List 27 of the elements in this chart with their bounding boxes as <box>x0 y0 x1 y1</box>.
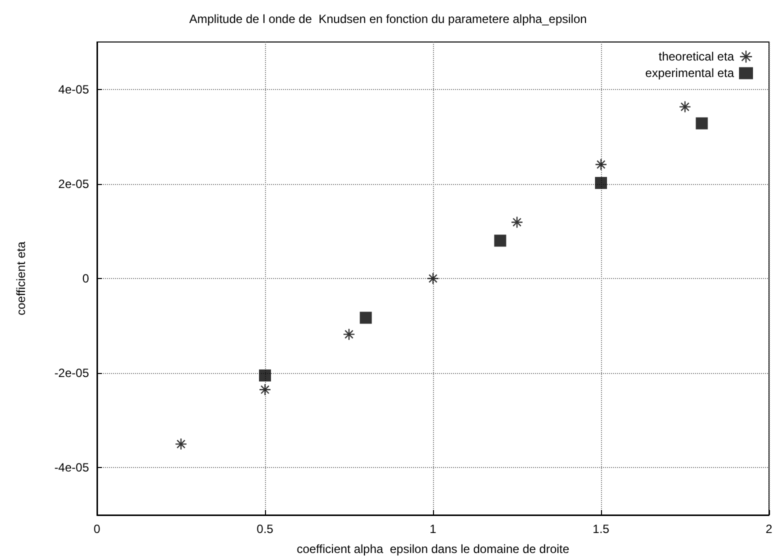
point <box>594 158 608 171</box>
y-axis-title: coefficient eta <box>14 241 28 316</box>
point <box>360 312 372 324</box>
point <box>259 369 271 382</box>
point <box>342 328 356 340</box>
y-tick-label: 4e-05 <box>58 82 90 96</box>
legend-label: theoretical eta <box>658 50 734 64</box>
y-tick-label: -2e-05 <box>54 366 90 380</box>
legend-label: experimental eta <box>645 66 734 80</box>
point <box>510 216 524 228</box>
point <box>174 438 188 450</box>
point <box>426 272 440 285</box>
point <box>494 234 506 247</box>
x-tick-label: 0 <box>94 522 101 536</box>
point <box>258 384 272 396</box>
x-tick-label: 1.5 <box>592 522 610 536</box>
point <box>678 100 692 113</box>
x-tick-label: 1 <box>430 522 437 536</box>
chart-title: Amplitude de l onde de Knudsen en fonction du parametere alpha_epsilon <box>189 12 587 26</box>
y-tick-label: 0 <box>82 272 90 286</box>
x-tick-label: 2 <box>766 522 773 536</box>
y-tick-label: 2e-05 <box>58 176 90 191</box>
x-axis-title: coefficient alpha epsilon dans le domaine de droite <box>296 542 570 556</box>
point <box>696 117 708 130</box>
y-tick-label: -4e-05 <box>54 460 90 475</box>
point <box>595 176 607 189</box>
x-tick-label: 0.5 <box>256 522 274 536</box>
